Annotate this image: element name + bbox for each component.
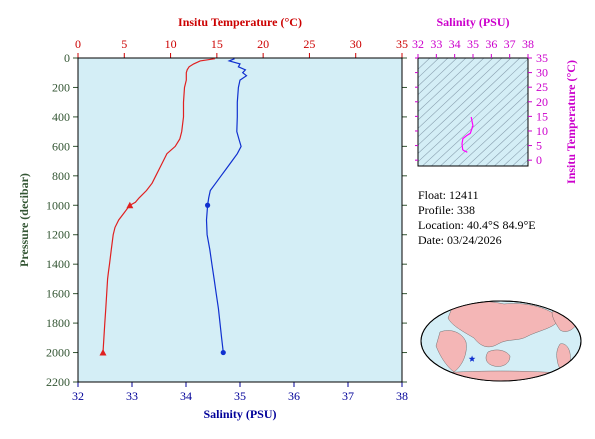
temperature-tick-label: 15 — [211, 37, 223, 51]
isopycnal-line — [457, 100, 528, 166]
date-value: 03/24/2026 — [447, 233, 502, 247]
ts-temperature-tick-label: 25 — [536, 80, 548, 94]
isopycnal-line — [439, 83, 528, 166]
pressure-tick-label: 400 — [52, 110, 70, 124]
salinity-tick-label: 35 — [234, 389, 246, 403]
date-info-row: Date: 03/24/2026 — [418, 233, 502, 248]
temperature-tick-label: 10 — [165, 37, 177, 51]
isopycnal-line — [418, 58, 476, 112]
pressure-tick-label: 1200 — [46, 228, 70, 242]
pressure-tick-label: 600 — [52, 139, 70, 153]
ts-salinity-tick-label: 38 — [522, 37, 534, 51]
temperature-tick-label: 25 — [303, 37, 315, 51]
ts-salinity-tick-label: 34 — [449, 37, 461, 51]
pressure-tick-label: 1800 — [46, 316, 70, 330]
salinity-tick-label: 33 — [126, 389, 138, 403]
ts-salinity-tick-label: 37 — [504, 37, 516, 51]
ts-temperature-tick-label: 20 — [536, 95, 548, 109]
isopycnal-line — [418, 58, 494, 129]
salinity-tick-label: 36 — [288, 389, 300, 403]
australia-landmass — [485, 349, 511, 367]
salinity-tick-label: 38 — [396, 389, 408, 403]
salinity-marker — [205, 202, 211, 208]
salinity-tick-label: 37 — [342, 389, 354, 403]
pressure-tick-label: 1000 — [46, 198, 70, 212]
eurasia-landmass — [447, 301, 561, 348]
pressure-axis-title: Pressure (decibar) — [17, 173, 31, 267]
ts-salinity-tick-label: 32 — [412, 37, 424, 51]
profile-info-row: Profile: 338 — [418, 203, 475, 218]
isopycnal-lines — [418, 20, 595, 170]
temperature-tick-label: 30 — [350, 37, 362, 51]
pressure-tick-label: 0 — [64, 51, 70, 65]
salinity-series-line — [205, 58, 248, 353]
temperature-marker — [99, 349, 107, 356]
salinity-tick-label: 32 — [72, 389, 84, 403]
ts-salinity-tick-label: 35 — [467, 37, 479, 51]
isopycnal-line — [418, 58, 528, 163]
pressure-tick-label: 2200 — [46, 375, 70, 389]
main-profile-chart: 0200400600800100012001400160018002000220… — [17, 15, 408, 421]
isopycnal-line — [418, 58, 485, 121]
pressure-tick-label: 1400 — [46, 257, 70, 271]
isopycnal-line — [475, 117, 528, 166]
temperature-tick-label: 0 — [75, 37, 81, 51]
africa-landmass — [435, 330, 467, 373]
temperature-tick-label: 5 — [121, 37, 127, 51]
float-info-row: Float: 12411 — [418, 188, 479, 203]
float-value: 12411 — [449, 188, 479, 202]
isopycnal-line — [511, 151, 528, 166]
salinity-tick-label: 34 — [180, 389, 192, 403]
antarctica-landmass — [429, 370, 573, 381]
plot-background — [78, 58, 402, 382]
temperature-axis-title: Insitu Temperature (°C) — [178, 15, 302, 29]
profile-value: 338 — [457, 203, 475, 217]
pressure-tick-label: 2000 — [46, 346, 70, 360]
ts-temperature-tick-label: 35 — [536, 51, 548, 65]
location-label: Location: — [418, 218, 464, 232]
pressure-tick-label: 200 — [52, 80, 70, 94]
ts-temperature-tick-label: 30 — [536, 66, 548, 80]
isopycnal-line — [430, 75, 528, 166]
temperature-marker — [126, 201, 134, 209]
isopycnal-line — [589, 20, 595, 170]
isopycnal-line — [418, 58, 512, 146]
salinity-axis-title: Salinity (PSU) — [203, 407, 276, 421]
location-info-row: Location: 40.4°S 84.9°E — [418, 218, 536, 233]
isopycnal-line — [421, 66, 528, 166]
isopycnal-line — [502, 142, 528, 166]
isopycnal-line — [466, 109, 528, 166]
profile-label: Profile: — [418, 203, 454, 217]
isopycnal-line — [418, 58, 521, 154]
pressure-tick-label: 1600 — [46, 287, 70, 301]
isopycnal-line — [484, 126, 528, 166]
isopycnal-line — [580, 20, 595, 170]
float-label: Float: — [418, 188, 447, 202]
map-outline — [420, 300, 582, 382]
ts-salinity-tick-label: 33 — [430, 37, 442, 51]
temperature-series-line — [102, 58, 216, 353]
location-map — [420, 300, 582, 382]
ts-temperature-tick-label: 15 — [536, 109, 548, 123]
pressure-tick-label: 800 — [52, 169, 70, 183]
date-label: Date: — [418, 233, 444, 247]
location-value: 40.4°S 84.9°E — [466, 218, 536, 232]
isopycnal-line — [493, 134, 528, 166]
ts-salinity-title: Salinity (PSU) — [436, 15, 509, 29]
ts-salinity-tick-label: 36 — [485, 37, 497, 51]
ts-temperature-tick-label: 0 — [536, 153, 542, 167]
temperature-tick-label: 20 — [257, 37, 269, 51]
ts-temperature-title: Insitu Temperature (°C) — [564, 60, 578, 184]
salinity-marker — [220, 349, 226, 356]
ts-temperature-tick-label: 5 — [536, 139, 542, 153]
isopycnal-line — [448, 92, 528, 166]
plot-frame — [77, 57, 403, 383]
ts-series-line — [461, 116, 474, 153]
temperature-tick-label: 35 — [396, 37, 408, 51]
isopycnal-line — [418, 58, 503, 138]
ts-temperature-tick-label: 10 — [536, 124, 548, 138]
float-location-marker — [468, 355, 476, 362]
